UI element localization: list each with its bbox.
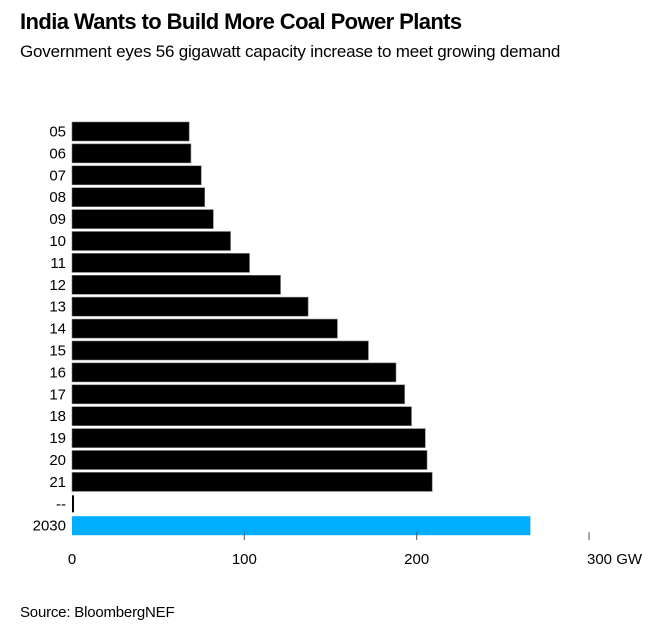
x-tick-label: 100 bbox=[232, 551, 257, 568]
category-label: 15 bbox=[49, 343, 66, 360]
bar-05 bbox=[71, 121, 190, 142]
x-tick-label: 200 bbox=[404, 551, 429, 568]
bar-07 bbox=[71, 165, 202, 186]
bar-19 bbox=[71, 428, 426, 448]
bar-20 bbox=[71, 450, 428, 470]
bar-09 bbox=[71, 209, 214, 229]
category-label: 07 bbox=[49, 167, 66, 184]
category-label: 11 bbox=[50, 255, 66, 272]
bar-18 bbox=[71, 406, 412, 427]
bar-15 bbox=[71, 340, 369, 361]
category-label: 09 bbox=[49, 211, 66, 228]
bar-11 bbox=[71, 253, 250, 273]
category-label: 06 bbox=[49, 145, 66, 162]
category-label: 20 bbox=[49, 452, 66, 469]
category-label: 10 bbox=[49, 233, 66, 250]
source-note: Source: BloombergNEF bbox=[20, 604, 175, 621]
category-label: 2030 bbox=[33, 518, 66, 535]
category-label: 19 bbox=[49, 430, 66, 447]
category-labels-group: 05 06 07 08 09 10 11 12 13 14 15 16 17 18 19 20 21 -- 2030 bbox=[33, 124, 66, 535]
bar-chart: 05 06 07 08 09 10 11 12 13 14 15 16 17 18 19 20 21 -- 2030… bbox=[33, 121, 643, 568]
chart-title: India Wants to Build More Coal Power Pla… bbox=[20, 9, 462, 34]
bar-16 bbox=[71, 362, 397, 383]
category-label: 17 bbox=[49, 386, 66, 403]
category-label: 08 bbox=[49, 189, 66, 206]
bar-08 bbox=[71, 187, 205, 207]
bar-12 bbox=[71, 274, 281, 295]
bar-17 bbox=[71, 384, 405, 405]
category-label: 14 bbox=[49, 321, 66, 338]
x-axis: 0 100 200 300 GW bbox=[68, 532, 643, 568]
bar-14 bbox=[71, 318, 338, 339]
bars-group bbox=[71, 121, 531, 536]
bar-10 bbox=[71, 231, 231, 251]
bar-2030 bbox=[72, 516, 531, 536]
category-label: -- bbox=[56, 496, 66, 513]
bar-gap bbox=[72, 495, 74, 513]
chart-subtitle: Government eyes 56 gigawatt capacity inc… bbox=[20, 42, 561, 61]
x-tick-label: 0 bbox=[68, 551, 76, 568]
x-tick-label: 300 GW bbox=[587, 551, 643, 568]
bar-13 bbox=[71, 296, 309, 317]
category-label: 21 bbox=[49, 474, 66, 491]
bar-06 bbox=[71, 143, 192, 164]
category-label: 16 bbox=[49, 364, 66, 381]
category-label: 12 bbox=[49, 277, 66, 294]
category-label: 05 bbox=[49, 124, 66, 141]
bar-21 bbox=[71, 472, 433, 492]
category-label: 18 bbox=[49, 408, 66, 425]
category-label: 13 bbox=[49, 299, 66, 316]
